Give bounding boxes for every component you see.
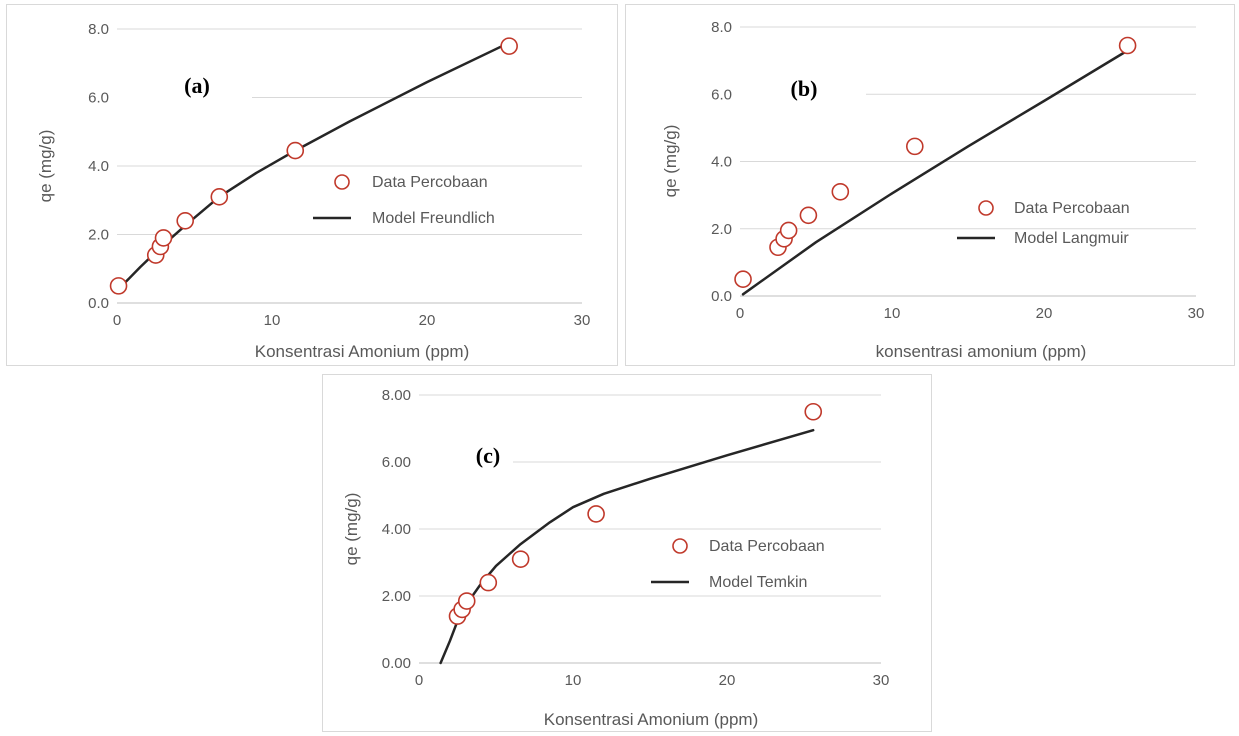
- data-point: [176, 212, 194, 230]
- data-point: [734, 270, 752, 288]
- panel-label: (b): [791, 76, 818, 101]
- legend-marker: [334, 174, 350, 190]
- x-tick-label: 30: [574, 312, 591, 329]
- data-point: [1118, 36, 1137, 55]
- legend-entry: Model Langmuir: [1014, 230, 1129, 247]
- data-point: [779, 221, 798, 240]
- data-point: [831, 182, 850, 201]
- data-point: [286, 141, 305, 160]
- data-point: [799, 206, 818, 225]
- x-tick-label: 0: [736, 305, 744, 322]
- data-point: [457, 592, 476, 610]
- chart-panel-b: 0.0 2.0 4.0 6.0 8.0 0 10 20 30 konsentrasi amoniu…: [625, 4, 1235, 366]
- data-point: [154, 229, 173, 247]
- y-tick-label: 6.0: [88, 90, 109, 107]
- x-tick-label: 0: [113, 312, 121, 329]
- panel-label: (c): [476, 443, 500, 468]
- x-tick-label: 20: [1036, 305, 1053, 322]
- x-tick-label: 20: [719, 672, 736, 689]
- legend-entry: Model Freundlich: [372, 210, 495, 227]
- x-tick-label: 10: [884, 305, 901, 322]
- data-point: [905, 137, 924, 156]
- y-tick-label: 0.0: [88, 295, 109, 312]
- y-tick-label: 0.0: [711, 288, 732, 305]
- y-tick-label: 4.0: [88, 158, 109, 175]
- y-tick-label: 8.0: [88, 21, 109, 38]
- legend-marker: [978, 200, 994, 216]
- x-tick-label: 10: [565, 672, 582, 689]
- y-tick-label: 2.0: [711, 221, 732, 238]
- y-tick-label: 2.00: [382, 588, 411, 605]
- y-tick-label: 8.0: [711, 19, 732, 36]
- data-point: [804, 402, 823, 421]
- panel-label: (a): [184, 73, 210, 98]
- data-point: [511, 550, 530, 568]
- x-axis-label: Konsentrasi Amonium (ppm): [544, 710, 758, 729]
- y-tick-label: 0.00: [382, 655, 411, 672]
- data-point: [109, 277, 128, 295]
- y-tick-label: 2.0: [88, 227, 109, 244]
- legend-entry: Data Percobaan: [709, 538, 825, 555]
- y-tick-label: 4.0: [711, 154, 732, 171]
- x-tick-label: 0: [415, 672, 423, 689]
- x-tick-label: 30: [1188, 305, 1205, 322]
- x-tick-label: 30: [873, 672, 890, 689]
- chart-c: 0.00 2.00 4.00 6.00 8.00 0 10 20 30 Konsentrasi A…: [342, 387, 890, 729]
- data-point: [210, 188, 229, 206]
- data-point: [479, 573, 498, 592]
- chart-panel-a: 0.0 2.0 4.0 6.0 8.0 0 10 20 30 Konsentrasi Amoniu…: [6, 4, 618, 366]
- y-axis-label: qe (mg/g): [342, 493, 361, 566]
- y-tick-label: 6.0: [711, 86, 732, 103]
- legend-entry: Data Percobaan: [372, 174, 488, 191]
- y-tick-label: 6.00: [382, 454, 411, 471]
- legend-marker: [672, 538, 688, 554]
- model-line: [741, 49, 1129, 296]
- y-tick-label: 4.00: [382, 521, 411, 538]
- chart-a: 0.0 2.0 4.0 6.0 8.0 0 10 20 30 Konsentrasi Amoniu…: [36, 21, 591, 361]
- x-axis-label: Konsentrasi Amonium (ppm): [255, 342, 469, 361]
- chart-panel-c: 0.00 2.00 4.00 6.00 8.00 0 10 20 30 Konsentrasi A…: [322, 374, 932, 732]
- x-tick-label: 20: [419, 312, 436, 329]
- data-point: [500, 37, 518, 55]
- chart-b: 0.0 2.0 4.0 6.0 8.0 0 10 20 30 konsentrasi amoniu…: [661, 19, 1205, 361]
- x-axis-label: konsentrasi amonium (ppm): [876, 342, 1087, 361]
- legend-entry: Model Temkin: [709, 574, 807, 591]
- legend-entry: Data Percobaan: [1014, 200, 1130, 217]
- data-point: [587, 505, 605, 523]
- x-tick-label: 10: [264, 312, 281, 329]
- y-tick-label: 8.00: [382, 387, 411, 404]
- y-axis-label: qe (mg/g): [661, 125, 680, 198]
- y-axis-label: qe (mg/g): [36, 130, 55, 203]
